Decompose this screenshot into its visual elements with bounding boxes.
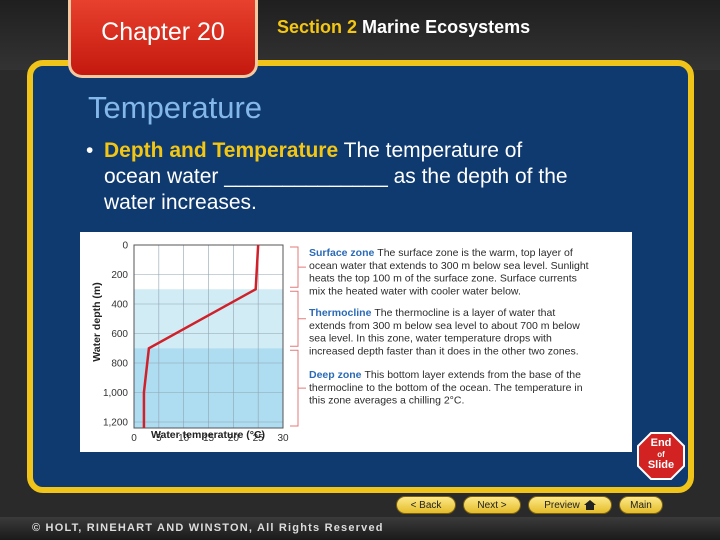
depth-temperature-figure: 0 200 400 600 800 1,000 1,200 0 5 10 15 20 25 30 Wat… (80, 232, 632, 452)
zone-description-line: sea level. In this zone, water temperatu… (309, 333, 552, 345)
chapter-label: Chapter 20 (101, 18, 225, 46)
zone-description-line: increased depth faster than it does in t… (309, 345, 579, 357)
zone-description-line: this zone averages a chilling 2°C. (309, 395, 464, 407)
end-of-slide-label: End of Slide (637, 438, 685, 471)
home-icon (583, 500, 596, 510)
zone-title: Surface zone (309, 247, 377, 259)
next-button[interactable]: Next > (463, 496, 521, 514)
y-tick-label: 0 (122, 241, 128, 252)
x-tick-label: 25 (253, 433, 265, 444)
bullet-point: • Depth and Temperature The temperature o… (86, 138, 666, 216)
zone-description-line: This bottom layer extends from the base … (364, 369, 581, 381)
preview-button[interactable]: Preview (528, 496, 612, 514)
back-label: < Back (410, 499, 442, 511)
x-axis-label: Water temperature (°C) (151, 429, 265, 441)
end-of-slide-button[interactable]: End of Slide (637, 432, 685, 480)
back-button[interactable]: < Back (396, 496, 456, 514)
deep-zone-bracket (290, 349, 306, 427)
y-tick-label: 400 (111, 300, 128, 311)
bracket-shape (290, 246, 299, 288)
copyright-footer: © HOLT, RINEHART AND WINSTON, All Rights… (0, 517, 720, 540)
y-tick-label: 200 (111, 270, 128, 281)
zone-captions: Surface zone The surface zone is the war… (309, 247, 589, 407)
zone-description-line: ocean water that extends to 300 m below … (309, 260, 589, 272)
preview-label: Preview (544, 499, 580, 511)
y-tick-label: 800 (111, 359, 128, 370)
bullet-text-line3: water increases. (104, 191, 257, 214)
zone-title: Thermocline (309, 307, 374, 319)
bullet-icon: • (86, 139, 94, 162)
zone-caption: Surface zone The surface zone is the war… (309, 247, 589, 297)
plot-border (133, 244, 284, 429)
zone-caption: Deep zone This bottom layer extends from… (309, 369, 583, 407)
x-tick-label: 0 (131, 433, 137, 444)
chapter-tab: Chapter 20 (68, 0, 258, 78)
next-label: Next > (477, 499, 507, 511)
zone-caption: Thermocline The thermocline is a layer o… (309, 307, 580, 357)
x-tick-label: 20 (228, 433, 240, 444)
bullet-text-line2: ocean water ______________ as the depth … (104, 165, 568, 188)
zone-title: Deep zone (309, 369, 364, 381)
y-axis-label: Water depth (m) (91, 282, 103, 362)
x-tick-label: 10 (178, 433, 190, 444)
copyright-text: © HOLT, RINEHART AND WINSTON, All Rights… (32, 522, 384, 534)
main-button[interactable]: Main (619, 496, 663, 514)
thermocline-bracket (290, 290, 306, 347)
x-tick-label: 5 (156, 433, 162, 444)
y-tick-label: 1,200 (103, 418, 128, 429)
main-label: Main (630, 499, 652, 511)
x-tick-labels: 0 5 10 15 20 25 30 (131, 433, 289, 444)
section-title: Section 2 Marine Ecosystems (277, 17, 530, 38)
zone-description-line: thermocline to the bottom of the ocean. … (309, 382, 583, 394)
y-tick-label: 1,000 (103, 388, 128, 399)
grid-lines (133, 244, 284, 429)
end-text: End (650, 437, 672, 449)
bullet-text-line1: The temperature of (343, 139, 523, 162)
octagon-icon (637, 432, 685, 480)
section-prefix: Section 2 (277, 17, 358, 37)
zone-description-line: extends from 300 m below sea level to ab… (309, 320, 580, 332)
x-tick-label: 15 (203, 433, 215, 444)
slide-text: Slide (647, 459, 675, 471)
bracket-shape (290, 290, 299, 347)
x-tick-label: 30 (277, 433, 289, 444)
zone-description-line: mix the heated water with cooler water b… (309, 285, 521, 297)
surface-zone-bracket (290, 246, 306, 288)
temperature-profile-line (142, 244, 260, 428)
zone-description-line: The surface zone is the warm, top layer … (377, 247, 573, 259)
zone-description-line: The thermocline is a layer of water that (374, 307, 555, 319)
of-text: of (657, 450, 665, 459)
zone-brackets (290, 246, 306, 427)
figure-svg: 0 200 400 600 800 1,000 1,200 0 5 10 15 20 25 30 Wat… (91, 241, 589, 445)
section-name: Marine Ecosystems (362, 17, 531, 37)
bullet-term: Depth and Temperature (104, 139, 339, 162)
y-tick-label: 600 (111, 329, 128, 340)
bracket-shape (290, 349, 299, 427)
zone-description-line: heats the top 100 m of the surface zone.… (309, 273, 577, 285)
slide-heading: Temperature (88, 90, 263, 125)
y-tick-labels: 0 200 400 600 800 1,000 1,200 (103, 241, 128, 429)
